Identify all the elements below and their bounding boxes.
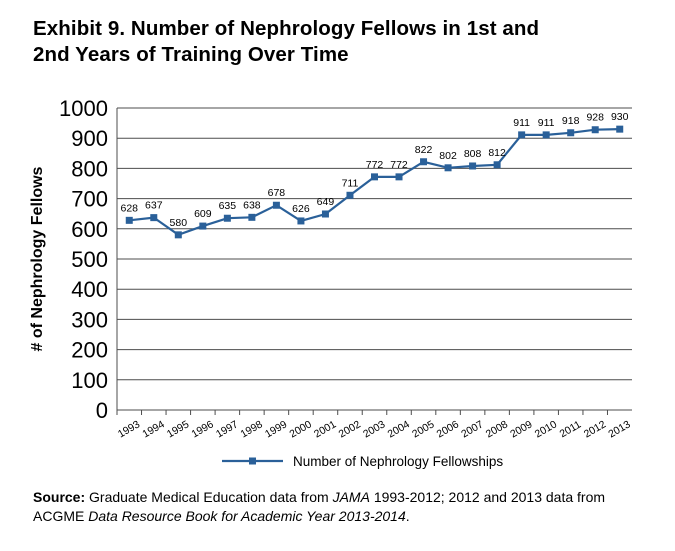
- x-tick-label: 2003: [361, 418, 387, 440]
- data-label: 638: [243, 199, 261, 211]
- source-label: Source:: [33, 489, 86, 505]
- data-point: [518, 131, 526, 139]
- x-tick-label: 2013: [606, 418, 632, 440]
- data-label: 628: [120, 202, 138, 214]
- source-text-3: .: [405, 508, 410, 524]
- x-tick-label: 1996: [189, 418, 215, 440]
- y-tick-label: 1000: [59, 96, 108, 121]
- x-tick-label: 2005: [410, 418, 436, 440]
- data-label: 772: [366, 159, 384, 171]
- x-tick-label: 1998: [238, 418, 264, 440]
- x-tick-label: 2009: [508, 418, 534, 440]
- source-book: Data Resource Book for Academic Year 201…: [88, 508, 406, 524]
- data-point: [616, 125, 624, 133]
- data-point: [272, 201, 280, 209]
- data-point: [297, 217, 305, 225]
- chart-title-line-2: 2nd Years of Training Over Time: [33, 43, 349, 66]
- data-label: 930: [611, 111, 629, 123]
- legend-marker: [249, 457, 256, 465]
- y-tick-label: 800: [71, 156, 108, 181]
- x-tick-label: 1993: [116, 418, 142, 440]
- source-note: Source: Graduate Medical Education data …: [33, 488, 658, 526]
- data-label: 649: [317, 196, 335, 208]
- y-tick-label: 900: [71, 126, 108, 151]
- data-label: 812: [488, 147, 506, 159]
- data-point: [420, 158, 428, 166]
- y-tick-label: 700: [71, 187, 108, 212]
- data-label: 822: [415, 144, 433, 156]
- x-tick-label: 2012: [582, 418, 608, 440]
- x-tick-label: 2010: [533, 418, 559, 440]
- x-tick-label: 2004: [386, 418, 412, 440]
- x-tick-label: 2008: [484, 418, 510, 440]
- x-tick-label: 2011: [558, 418, 584, 440]
- data-point: [542, 131, 550, 139]
- data-point: [567, 129, 575, 137]
- data-point: [125, 216, 133, 224]
- data-point: [346, 191, 354, 199]
- data-label: 626: [292, 203, 310, 215]
- x-tick-label: 2006: [435, 418, 461, 440]
- data-label: 928: [586, 112, 604, 124]
- data-label: 802: [439, 150, 457, 162]
- data-point: [248, 213, 256, 221]
- x-tick-label: 1995: [165, 418, 191, 440]
- y-tick-label: 400: [71, 277, 108, 302]
- source-journal: JAMA: [332, 489, 370, 505]
- data-label: 609: [194, 208, 212, 220]
- data-point: [493, 161, 501, 169]
- y-tick-label: 100: [71, 368, 108, 393]
- data-point: [591, 126, 599, 134]
- y-tick-label: 600: [71, 217, 108, 242]
- x-tick-label: 1997: [214, 418, 240, 440]
- y-tick-label: 300: [71, 307, 108, 332]
- data-point: [469, 162, 477, 170]
- x-tick-label: 1994: [140, 418, 166, 440]
- y-tick-label: 0: [96, 398, 108, 423]
- data-point: [199, 222, 207, 230]
- x-tick-label: 2002: [337, 418, 363, 440]
- data-point: [321, 210, 329, 218]
- data-point: [371, 173, 378, 181]
- x-tick-label: 2007: [459, 418, 485, 440]
- data-point: [395, 173, 403, 181]
- data-label: 635: [219, 200, 237, 212]
- data-point: [174, 231, 182, 239]
- data-point: [444, 164, 452, 172]
- x-tick-label: 2001: [312, 418, 338, 440]
- chart-title: Exhibit 9. Number of Nephrology Fellows …: [33, 16, 643, 68]
- y-tick-label: 500: [71, 247, 108, 272]
- legend-label: Number of Nephrology Fellowships: [293, 454, 503, 469]
- data-label: 911: [513, 117, 530, 129]
- data-label: 918: [562, 115, 580, 127]
- data-point: [223, 214, 231, 222]
- data-point: [150, 214, 158, 222]
- data-label: 678: [268, 187, 286, 199]
- data-label: 637: [145, 200, 163, 212]
- data-label: 711: [342, 177, 359, 189]
- x-tick-label: 1999: [263, 418, 289, 440]
- y-tick-label: 200: [71, 338, 108, 363]
- data-label: 911: [538, 117, 555, 129]
- data-label: 772: [390, 159, 408, 171]
- source-text-2: 1993-2012; 2012 and 2013 data from ACGME: [33, 489, 606, 524]
- source-text-1: Graduate Medical Education data from: [85, 489, 333, 505]
- x-tick-label: 2000: [288, 418, 314, 440]
- data-label: 808: [464, 148, 482, 160]
- data-label: 580: [170, 217, 188, 229]
- chart-title-line-1: Exhibit 9. Number of Nephrology Fellows …: [33, 17, 540, 40]
- y-axis-title: # of Nephrology Fellows: [29, 166, 46, 351]
